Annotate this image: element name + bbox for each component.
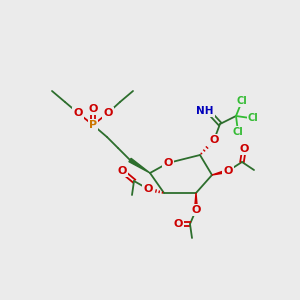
Text: Cl: Cl: [232, 127, 243, 137]
Text: O: O: [73, 108, 83, 118]
Text: O: O: [223, 166, 233, 176]
Text: Cl: Cl: [248, 113, 258, 123]
Text: O: O: [239, 144, 249, 154]
Polygon shape: [212, 169, 228, 175]
Text: Cl: Cl: [237, 96, 248, 106]
Text: NH: NH: [196, 106, 214, 116]
Text: O: O: [88, 104, 98, 114]
Polygon shape: [194, 193, 197, 210]
Text: O: O: [163, 158, 173, 168]
Text: O: O: [117, 166, 127, 176]
Text: O: O: [173, 219, 183, 229]
Text: O: O: [191, 205, 201, 215]
Text: O: O: [103, 108, 113, 118]
Text: O: O: [143, 184, 153, 194]
Text: O: O: [209, 135, 219, 145]
Polygon shape: [129, 158, 150, 173]
Text: P: P: [89, 120, 97, 130]
